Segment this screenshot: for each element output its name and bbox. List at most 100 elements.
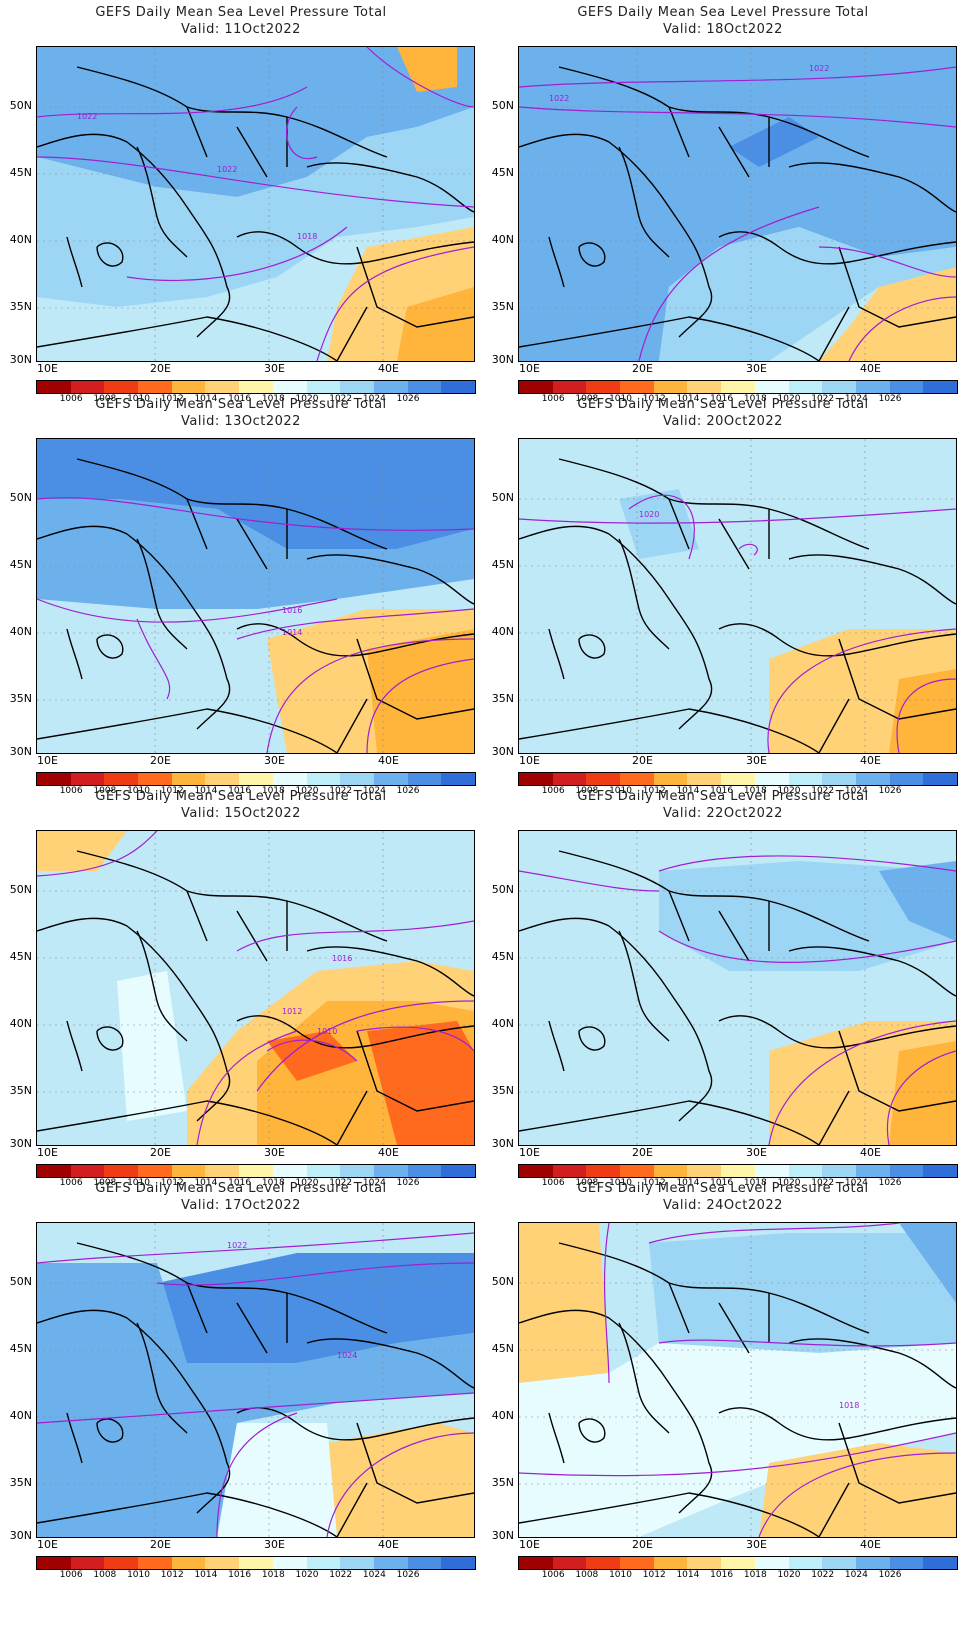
colorbar-swatch — [340, 1165, 374, 1177]
colorbar-swatch — [754, 381, 789, 393]
colorbar-label: 1012 — [642, 394, 666, 404]
lon-label: 30E — [746, 1538, 767, 1551]
isobar-contour — [648, 1223, 900, 1244]
isobar-contour — [638, 206, 820, 361]
coastline — [558, 1242, 870, 1334]
coastline — [136, 538, 188, 650]
colorbar — [518, 772, 958, 786]
lon-label: 40E — [378, 362, 399, 375]
coastline — [306, 1338, 474, 1389]
pressure-fill-region — [519, 1223, 609, 1383]
pressure-fill-region — [519, 1343, 956, 1537]
isobar-contour — [37, 831, 158, 877]
coastline — [519, 1492, 820, 1537]
colorbar-label: 1008 — [575, 394, 599, 404]
panel-title: GEFS Daily Mean Sea Level Pressure Total — [577, 789, 869, 804]
colorbar-label: 1010 — [127, 394, 150, 404]
colorbar-swatch — [586, 1557, 621, 1569]
isobar-contour — [758, 1452, 956, 1537]
coastline — [76, 850, 388, 942]
colorbar-label: 1026 — [396, 1178, 420, 1188]
isobar-contour — [366, 658, 474, 753]
pressure-fill-region — [659, 861, 956, 971]
colorbar-label: 1008 — [93, 786, 117, 796]
coastline — [186, 890, 474, 1145]
pressure-fill-region — [367, 629, 474, 753]
colorbar-label: 1026 — [878, 1570, 902, 1580]
isobar-contour — [356, 1026, 474, 1052]
colorbar-swatch — [373, 1557, 408, 1569]
colorbar-swatch — [373, 1165, 408, 1177]
colorbar-swatch — [653, 1165, 688, 1177]
colorbar-label: 1006 — [541, 1178, 565, 1188]
colorbar-swatch — [138, 381, 172, 393]
panel-valid-date: Valid: 24Oct2022 — [663, 1198, 783, 1213]
colorbar-label: 1012 — [642, 1570, 666, 1580]
colorbar-swatch — [407, 773, 442, 785]
colorbar-label: 1016 — [710, 786, 734, 796]
lat-label: 50N — [491, 883, 514, 896]
map-panel: GEFS Daily Mean Sea Level Pressure Total… — [0, 392, 482, 802]
lon-label: 40E — [378, 1538, 399, 1551]
colorbar-label: 1006 — [541, 786, 565, 796]
lon-label: 10E — [519, 1538, 540, 1551]
lat-label: 35N — [491, 1084, 514, 1097]
lat-label: 45N — [491, 950, 514, 963]
isobar-label: 1018 — [297, 232, 317, 241]
isobar-contour — [37, 86, 308, 118]
colorbar-label: 1012 — [160, 1570, 184, 1580]
colorbar-swatch — [519, 381, 553, 393]
colorbar-swatch — [889, 773, 924, 785]
colorbar-label: 1020 — [295, 394, 319, 404]
lat-label: 30N — [9, 745, 32, 758]
colorbar-label: 1014 — [676, 786, 700, 796]
panel-title: GEFS Daily Mean Sea Level Pressure Total — [95, 397, 387, 412]
colorbar-label: 1020 — [777, 786, 801, 796]
isobar-label: 1018 — [839, 1401, 859, 1410]
isobar-contour — [886, 1050, 956, 1145]
colorbar-label: 1022 — [811, 394, 835, 404]
colorbar — [518, 1164, 958, 1178]
isobar-contour — [658, 855, 956, 872]
colorbar-swatch — [586, 1165, 621, 1177]
pressure-fill-region — [879, 861, 956, 941]
coastline — [519, 1309, 713, 1514]
coastline — [186, 498, 474, 753]
coastline — [788, 946, 956, 997]
coastline — [558, 66, 870, 158]
colorbar-label: 1022 — [811, 786, 835, 796]
lon-label: 40E — [378, 754, 399, 767]
colorbar-label: 1024 — [362, 1178, 386, 1188]
colorbar-swatch — [441, 381, 475, 393]
lon-label: 10E — [37, 754, 58, 767]
isobar-contour — [896, 678, 956, 753]
colorbar-label: 1020 — [295, 1570, 319, 1580]
colorbar-label: 1024 — [844, 1570, 868, 1580]
lat-label: 45N — [491, 558, 514, 571]
pressure-fill-region — [367, 1021, 474, 1145]
lat-label: 35N — [9, 1476, 32, 1489]
lat-label: 35N — [9, 300, 32, 313]
pressure-fill-region — [217, 1423, 337, 1537]
colorbar-swatch — [822, 1165, 856, 1177]
colorbar-label: 1010 — [127, 1178, 150, 1188]
colorbar-swatch — [889, 1165, 924, 1177]
colorbar-label: 1022 — [329, 1570, 353, 1580]
lat-label: 40N — [9, 1409, 32, 1422]
colorbar-swatch — [855, 1557, 890, 1569]
colorbar-swatch — [519, 1557, 553, 1569]
pressure-map — [518, 830, 957, 1146]
isobar-contour — [286, 106, 318, 160]
lon-label: 10E — [519, 754, 540, 767]
colorbar-label: 1018 — [261, 394, 285, 404]
coastline — [718, 1407, 956, 1441]
pressure-fill-region — [819, 267, 956, 361]
map-panel: GEFS Daily Mean Sea Level Pressure Total… — [482, 392, 964, 802]
colorbar-swatch — [373, 381, 408, 393]
colorbar-swatch — [37, 1557, 71, 1569]
colorbar-label: 1024 — [844, 394, 868, 404]
coastline — [519, 708, 820, 753]
coastline — [718, 231, 956, 265]
colorbar-label: 1018 — [743, 1178, 767, 1188]
isobar-contour — [658, 930, 956, 963]
